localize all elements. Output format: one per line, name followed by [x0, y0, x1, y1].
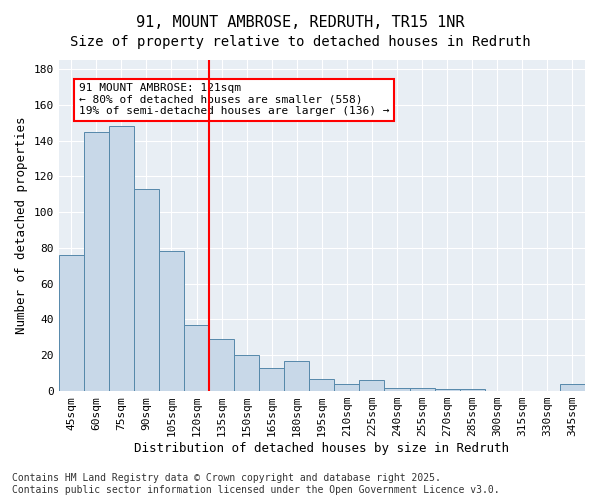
Bar [334, 384, 359, 391]
Bar [284, 360, 310, 391]
Bar [234, 356, 259, 391]
Bar [59, 255, 84, 391]
Bar [410, 388, 434, 391]
Bar [209, 339, 234, 391]
Bar [434, 390, 460, 391]
Bar [359, 380, 385, 391]
Bar [109, 126, 134, 391]
Bar [259, 368, 284, 391]
Text: Size of property relative to detached houses in Redruth: Size of property relative to detached ho… [70, 35, 530, 49]
Bar [184, 325, 209, 391]
Bar [385, 388, 410, 391]
X-axis label: Distribution of detached houses by size in Redruth: Distribution of detached houses by size … [134, 442, 509, 455]
Text: 91 MOUNT AMBROSE: 121sqm
← 80% of detached houses are smaller (558)
19% of semi-: 91 MOUNT AMBROSE: 121sqm ← 80% of detach… [79, 84, 389, 116]
Text: Contains HM Land Registry data © Crown copyright and database right 2025.
Contai: Contains HM Land Registry data © Crown c… [12, 474, 500, 495]
Bar [560, 384, 585, 391]
Bar [460, 390, 485, 391]
Y-axis label: Number of detached properties: Number of detached properties [15, 117, 28, 334]
Bar [310, 378, 334, 391]
Bar [159, 252, 184, 391]
Text: 91, MOUNT AMBROSE, REDRUTH, TR15 1NR: 91, MOUNT AMBROSE, REDRUTH, TR15 1NR [136, 15, 464, 30]
Bar [134, 189, 159, 391]
Bar [84, 132, 109, 391]
